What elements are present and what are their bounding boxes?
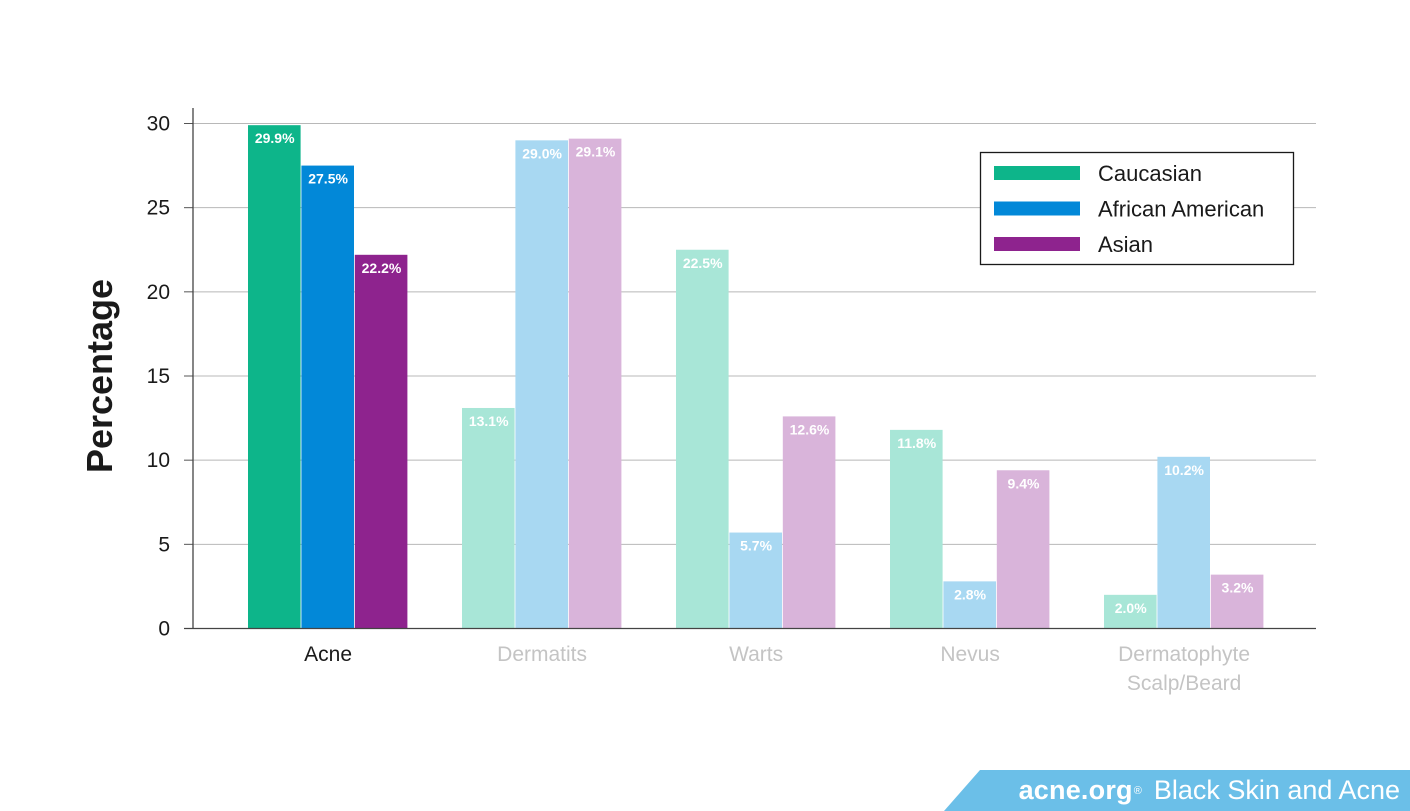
x-category-label: Acne — [304, 643, 352, 666]
bar-value-label: 13.1% — [469, 413, 509, 429]
bar — [301, 165, 354, 629]
axes — [184, 108, 1316, 630]
bar — [515, 140, 568, 629]
bar — [1157, 456, 1210, 629]
bar — [782, 416, 836, 629]
x-category-label-line: Dermatits — [497, 643, 587, 666]
bar — [729, 532, 782, 629]
legend-entry-label: Caucasian — [1098, 161, 1202, 186]
bar-value-label: 11.8% — [897, 435, 936, 451]
bar-chart: 29.9% 27.5% 22.2% 13.1% 29.0% 29.1% 22.5% 5.7% 1… — [79, 108, 1316, 695]
x-category-labels: Acne Dermatits Warts Nevus Dermatophyte Scalp… — [304, 643, 1250, 695]
brand-logo: acne.org — [1018, 775, 1133, 805]
bar-value-label: 22.2% — [362, 260, 402, 276]
bar — [996, 470, 1050, 629]
bar — [1210, 574, 1264, 629]
bar-value-label: 12.6% — [790, 421, 830, 437]
bar — [676, 249, 729, 629]
bar-value-label: 22.5% — [683, 255, 723, 271]
bar — [890, 429, 943, 629]
x-category-label: Nevus — [940, 643, 1000, 666]
legend-entry-label: Asian — [1098, 232, 1153, 257]
bar — [568, 138, 622, 629]
x-category-label: Dermatophyte Scalp/Beard — [1118, 643, 1250, 695]
bar-value-label: 2.0% — [1115, 600, 1147, 616]
x-category-label: Dermatits — [497, 643, 587, 666]
y-tick-label: 30 — [147, 113, 170, 136]
bar-value-label: 10.2% — [1164, 462, 1204, 478]
x-category-label-line: Warts — [729, 643, 783, 666]
x-category-label-line: Acne — [304, 643, 352, 666]
bar-value-label: 29.0% — [522, 145, 562, 161]
bar — [1104, 594, 1157, 629]
x-category-label-line: Scalp/Beard — [1127, 672, 1241, 695]
brand-banner: acne.org ® Black Skin and Acne — [944, 770, 1410, 811]
legend-swatch — [994, 237, 1080, 251]
bar-value-label: 2.8% — [954, 586, 986, 602]
legend-swatch — [994, 166, 1080, 180]
bar — [462, 407, 515, 629]
y-axis-label: Percentage — [79, 279, 120, 473]
y-tick-label: 25 — [147, 197, 170, 220]
bar-value-label: 29.9% — [255, 130, 295, 146]
x-category-label: Warts — [729, 643, 783, 666]
bar-labels: 29.9% 27.5% 22.2% 13.1% 29.0% 29.1% 22.5% 5.7% 1… — [255, 130, 1254, 616]
registered-mark: ® — [1133, 784, 1142, 797]
y-tick-label: 0 — [158, 618, 170, 641]
legend: Caucasian African American Asian — [979, 151, 1295, 266]
y-tick-label: 20 — [147, 281, 170, 304]
bar-value-label: 5.7% — [740, 538, 772, 554]
bars — [248, 125, 1264, 629]
y-tick-label: 10 — [147, 449, 170, 472]
bar — [354, 254, 408, 629]
brand-tagline: Black Skin and Acne — [1153, 775, 1400, 805]
bar-value-label: 9.4% — [1008, 475, 1040, 491]
y-tick-label: 15 — [147, 365, 170, 388]
bar-value-label: 3.2% — [1222, 580, 1254, 596]
legend-swatch — [994, 201, 1080, 216]
y-tick-label: 5 — [158, 533, 170, 556]
bar — [943, 581, 996, 629]
bar — [248, 125, 301, 629]
x-category-label-line: Nevus — [940, 643, 1000, 666]
x-category-label-line: Dermatophyte — [1118, 643, 1250, 666]
legend-entry-label: African American — [1098, 197, 1264, 222]
bar-value-label: 29.1% — [576, 144, 616, 160]
y-tick-labels: 0 5 10 15 20 25 30 — [147, 113, 170, 641]
bar-value-label: 27.5% — [308, 171, 348, 187]
